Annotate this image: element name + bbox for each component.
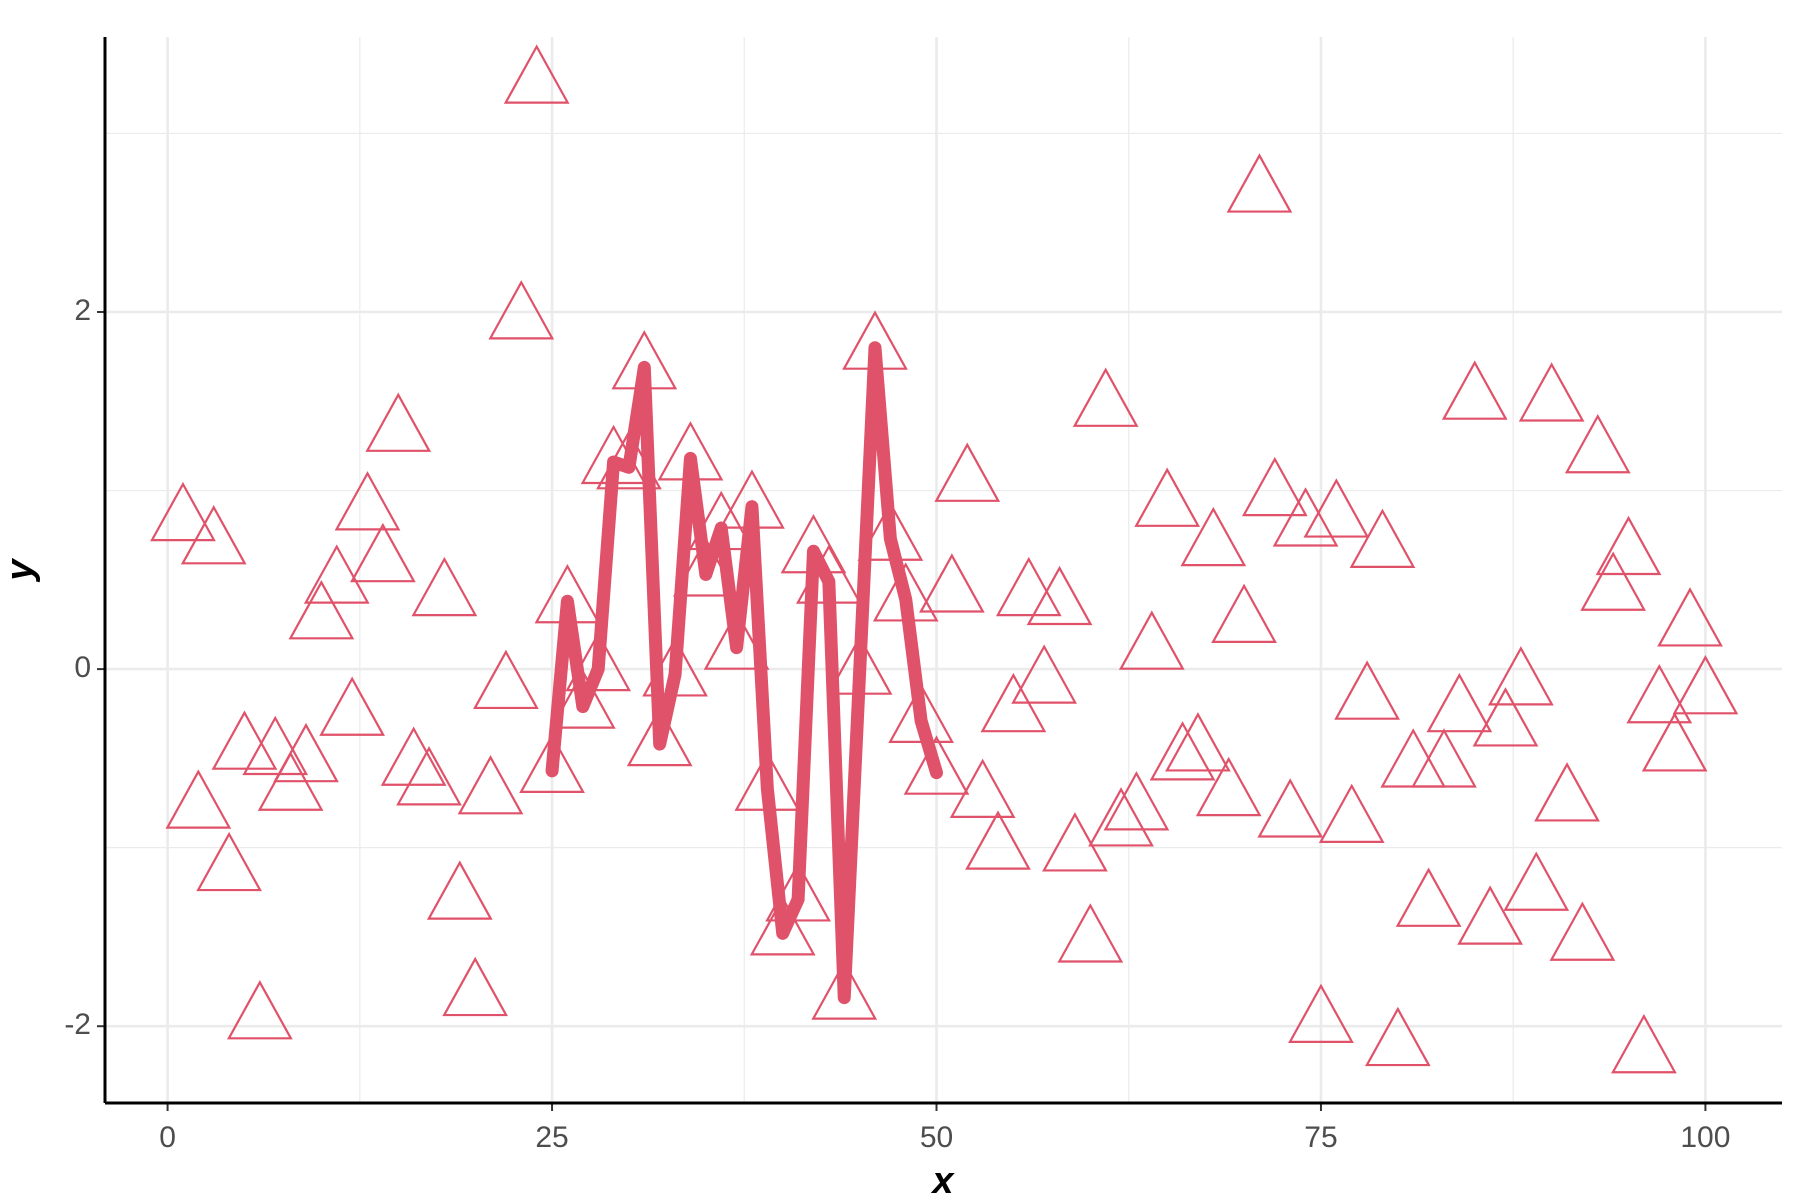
- triangle-point: [411, 556, 478, 617]
- triangle-point: [211, 710, 278, 770]
- triangle-point: [1534, 762, 1600, 822]
- grid: [105, 37, 1782, 1103]
- triangle-point: [1318, 783, 1385, 843]
- triangle-point: [1195, 756, 1262, 817]
- triangle-point: [626, 706, 693, 767]
- triangle-point: [196, 831, 262, 892]
- triangle-point: [273, 722, 339, 783]
- triangle-point: [1472, 687, 1539, 747]
- triangle-point: [965, 810, 1031, 870]
- x-tick-label: 25: [535, 1121, 568, 1154]
- triangle-point: [1241, 456, 1308, 517]
- triangle-point: [1380, 728, 1447, 788]
- triangle-point: [1026, 565, 1093, 626]
- triangle-point: [1564, 413, 1631, 474]
- x-tick-label: 100: [1680, 1121, 1730, 1154]
- triangle-point: [1549, 901, 1616, 961]
- triangle-point: [1334, 660, 1400, 720]
- triangle-point: [1134, 467, 1201, 527]
- x-tick-label: 0: [159, 1121, 176, 1154]
- triangle-point: [165, 769, 232, 829]
- triangle-point: [1042, 812, 1108, 872]
- triangle-point: [1180, 506, 1247, 567]
- triangle-point: [473, 649, 539, 710]
- triangle-point: [380, 726, 447, 786]
- triangle-point: [1211, 583, 1277, 643]
- triangle-point: [749, 896, 816, 956]
- triangle-point: [1349, 508, 1416, 568]
- triangle-point: [1303, 478, 1370, 538]
- triangle-point: [919, 553, 985, 613]
- triangle-point: [1257, 778, 1324, 838]
- triangle-point: [319, 676, 385, 736]
- triangle-point: [1518, 362, 1585, 422]
- triangle-point: [457, 755, 524, 815]
- triangle-point: [1657, 587, 1723, 647]
- x-axis-title: x: [930, 1160, 955, 1200]
- triangle-point: [1626, 663, 1693, 724]
- line: [545, 341, 944, 1005]
- triangle-point: [1457, 885, 1523, 945]
- triangle-point: [426, 860, 493, 920]
- triangle-point: [1364, 1006, 1431, 1067]
- triangle-point: [1118, 610, 1185, 670]
- triangle-point: [303, 544, 370, 604]
- triangle-point: [1088, 787, 1154, 847]
- triangle-point: [288, 580, 355, 640]
- triangle-point: [488, 280, 555, 340]
- triangle-point: [1272, 487, 1339, 547]
- triangle-point: [1441, 360, 1508, 420]
- triangle-point: [1011, 644, 1078, 704]
- triangle-point: [1503, 851, 1570, 911]
- triangle-point: [549, 669, 616, 729]
- triangle-point: [1395, 867, 1462, 927]
- triangle-point: [1411, 728, 1477, 788]
- triangle-point: [180, 505, 247, 565]
- triangle-point: [242, 715, 309, 776]
- triangle-point: [949, 758, 1016, 818]
- triangle-point: [1580, 551, 1647, 611]
- y-tick-label: 2: [74, 294, 91, 327]
- x-tick-label: 50: [920, 1121, 953, 1154]
- triangle-point: [226, 980, 293, 1040]
- triangle-point: [1426, 672, 1493, 733]
- triangle-point: [1057, 903, 1124, 963]
- triangle-point: [1611, 1013, 1677, 1074]
- y-tick-label: 0: [74, 651, 91, 684]
- triangle-point: [1672, 655, 1739, 715]
- x-tick-label: 75: [1304, 1121, 1337, 1154]
- triangle-point: [350, 522, 416, 583]
- triangle-point: [1641, 712, 1708, 772]
- triangle-point: [1072, 367, 1139, 427]
- triangle-point: [503, 44, 570, 104]
- triangle-point: [1595, 515, 1662, 576]
- triangle-point: [1288, 983, 1354, 1043]
- triangle-point: [703, 610, 770, 670]
- triangle-point: [519, 733, 585, 793]
- triangle-point: [334, 471, 401, 531]
- triangle-point: [1165, 712, 1231, 772]
- y-tick-label: -2: [64, 1008, 91, 1041]
- triangle-point: [903, 735, 970, 795]
- triangle-point: [811, 960, 878, 1020]
- triangle-point: [1226, 153, 1293, 213]
- triangle-point: [1488, 646, 1554, 706]
- triangle-point: [396, 746, 462, 806]
- triangle-point: [365, 392, 432, 452]
- triangle-point: [934, 442, 1001, 502]
- triangle-point: [150, 481, 216, 542]
- y-axis-title: y: [0, 558, 41, 583]
- triangle-point: [1149, 721, 1216, 781]
- triangle-point: [995, 556, 1062, 617]
- triangle-point: [442, 956, 509, 1017]
- triangle-point: [1103, 771, 1170, 831]
